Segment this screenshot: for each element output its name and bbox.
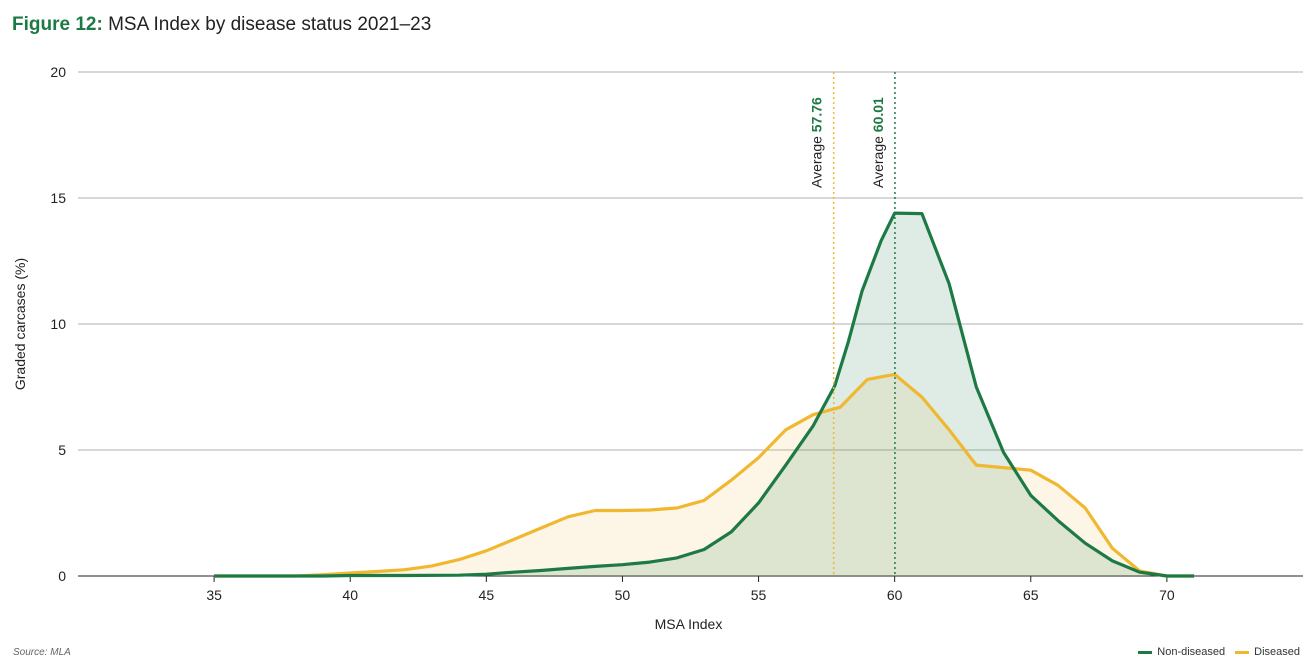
x-tick-label-60: 60 xyxy=(887,587,903,603)
average-label-text: Average xyxy=(809,132,825,188)
x-tick-label-40: 40 xyxy=(342,587,358,603)
average-value: 60.01 xyxy=(870,97,886,132)
y-tick-label-20: 20 xyxy=(50,64,66,80)
legend-swatch-non-diseased xyxy=(1138,650,1153,654)
average-label-1: Average 57.76 xyxy=(809,97,825,188)
y-axis-label: Graded carcases (%) xyxy=(12,258,28,390)
legend-label-diseased: Diseased xyxy=(1254,646,1300,658)
msa-index-chart: 0 5 10 15 20 35 40 45 50 55 60 65 70 MSA Index Graded … xyxy=(12,64,1303,632)
x-tick-label-55: 55 xyxy=(751,587,767,603)
chart-legend: Non-diseased Diseased xyxy=(1138,646,1300,658)
y-tick-label-15: 15 xyxy=(50,190,66,206)
figure-number: Figure 12: xyxy=(12,14,103,35)
average-value: 57.76 xyxy=(809,97,825,132)
x-tick-label-65: 65 xyxy=(1023,587,1039,603)
y-tick-label-0: 0 xyxy=(58,568,66,584)
area-diseased xyxy=(214,374,1195,576)
x-tick-label-35: 35 xyxy=(206,587,222,603)
line-diseased xyxy=(214,372,1195,578)
y-tick-label-5: 5 xyxy=(58,442,66,458)
legend-item-diseased: Diseased xyxy=(1235,646,1300,658)
figure-title: Figure 12: MSA Index by disease status 2… xyxy=(12,14,431,36)
x-axis-label: MSA Index xyxy=(655,616,723,632)
y-tick-label-10: 10 xyxy=(50,316,66,332)
legend-label-non-diseased: Non-diseased xyxy=(1157,646,1226,658)
x-tick-label-50: 50 xyxy=(615,587,631,603)
line-non-diseased xyxy=(214,211,1195,578)
x-tick-label-70: 70 xyxy=(1159,587,1175,603)
average-label-text: Average xyxy=(870,132,886,188)
legend-swatch-diseased xyxy=(1235,650,1250,654)
figure-title-text: MSA Index by disease status 2021–23 xyxy=(108,14,432,35)
area-non-diseased xyxy=(214,213,1195,576)
legend-item-non-diseased: Non-diseased xyxy=(1138,646,1225,658)
source-note: Source: MLA xyxy=(13,647,71,658)
average-label-2: Average 60.01 xyxy=(870,97,886,188)
x-tick-label-45: 45 xyxy=(479,587,495,603)
